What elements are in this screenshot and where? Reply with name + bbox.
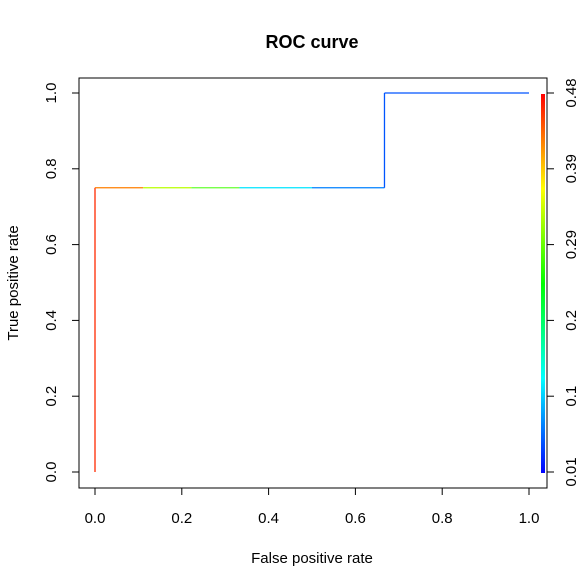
x-axis-title: False positive rate	[251, 550, 373, 567]
x-tick-label: 0.6	[345, 510, 366, 527]
roc-curve	[94, 92, 529, 472]
y-tick-label: 0.2	[43, 386, 60, 407]
colorbar-tick-label: 0.29	[563, 230, 580, 259]
y-axis: 0.0 0.2 0.4 0.6 0.8 1.0	[43, 83, 80, 483]
y-tick-label: 0.4	[43, 310, 60, 331]
colorbar-tick-label: 0.2	[563, 310, 580, 331]
chart-title: ROC curve	[265, 32, 358, 52]
y-axis-title: True positive rate	[5, 225, 22, 340]
colorbar-tick-label: 0.48	[563, 78, 580, 107]
colorbar-axis: 0.01 0.1 0.2 0.29 0.39 0.48	[546, 78, 580, 487]
x-tick-label: 0.8	[432, 510, 453, 527]
x-tick-label: 0.4	[258, 510, 279, 527]
colorbar	[541, 94, 545, 473]
x-tick-label: 0.2	[171, 510, 192, 527]
colorbar-tick-label: 0.01	[563, 457, 580, 486]
y-tick-label: 0.8	[43, 158, 60, 179]
y-tick-label: 1.0	[43, 83, 60, 104]
x-tick-label: 0.0	[85, 510, 106, 527]
plot-frame	[78, 77, 548, 489]
y-tick-label: 0.6	[43, 234, 60, 255]
colorbar-tick-label: 0.1	[563, 386, 580, 407]
x-tick-label: 1.0	[519, 510, 540, 527]
y-tick-label: 0.0	[43, 462, 60, 483]
colorbar-tick-label: 0.39	[563, 154, 580, 183]
x-axis: 0.0 0.2 0.4 0.6 0.8 1.0	[85, 487, 540, 527]
